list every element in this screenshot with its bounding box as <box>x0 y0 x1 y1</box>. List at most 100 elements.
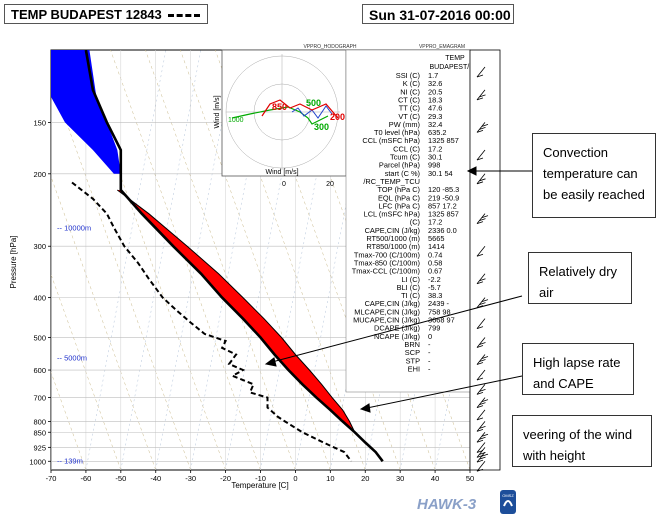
index-label: start (C %) <box>385 169 420 178</box>
index-value: - <box>428 340 431 349</box>
wind-barb-staff <box>476 173 486 185</box>
index-label: MUCAPE,CIN (J/kg) <box>353 316 420 325</box>
x-tick-label: 40 <box>431 474 439 483</box>
x-tick-label: 10 <box>326 474 334 483</box>
dry-adiabat-line <box>51 469 52 470</box>
index-label: Tmax-850 (C/100m) <box>354 258 420 267</box>
wind-barb-staff <box>476 66 486 78</box>
index-label: Parcel (hPa) <box>379 161 420 170</box>
wind-barb-staff <box>476 421 486 432</box>
dry-adiabat-line <box>75 50 226 470</box>
x-tick-label: 20 <box>361 474 369 483</box>
index-value: 0 <box>428 332 432 341</box>
logo-text: HAWK-3 <box>417 496 477 513</box>
index-label: (C) <box>410 218 420 227</box>
hodograph-axis-label-vertical: Wind [m/s] <box>214 95 221 128</box>
x-tick-label: -40 <box>150 474 161 483</box>
wind-barbs-column <box>469 49 501 472</box>
wind-barb <box>476 273 486 285</box>
index-value: 0.74 <box>428 250 442 259</box>
wind-barb-flag <box>479 436 486 440</box>
index-label: Tmax-CCL (C/100m) <box>352 267 420 276</box>
index-label: T0 level (hPa) <box>374 128 420 137</box>
index-label: K (C) <box>403 79 420 88</box>
wind-barb <box>476 149 486 161</box>
index-value: 20.5 <box>428 87 442 96</box>
hodograph-trace-green <box>231 106 329 125</box>
index-label: DCAPE (J/kg) <box>374 324 420 333</box>
index-value: 120 -85.3 <box>428 185 459 194</box>
wind-barb-flag <box>476 439 484 443</box>
wind-barb-flag <box>481 356 489 359</box>
wind-barb-flag <box>479 402 486 405</box>
index-value: 17.2 <box>428 218 442 227</box>
wind-barb-flag <box>476 326 484 330</box>
wind-barb-flag <box>481 399 489 402</box>
wind-barb-flag <box>476 221 484 225</box>
hodograph-axis-label: Wind [m/s] <box>265 169 298 176</box>
height-label: -- 10000m <box>57 223 91 232</box>
index-value: 32.4 <box>428 120 442 129</box>
wind-barb-staff <box>476 245 486 257</box>
wind-barb-flag <box>476 130 484 133</box>
callout-dry-air-text: Relatively dry air <box>539 264 618 300</box>
emagram-tag: VPPRO_EMAGRAM <box>419 44 465 50</box>
wind-barb-flag <box>479 302 486 305</box>
index-value: 2336 0.0 <box>428 226 457 235</box>
index-label: CT (C) <box>398 95 420 104</box>
wind-barb-flag <box>476 157 484 161</box>
x-tick-label: -50 <box>115 474 126 483</box>
index-value: 29.3 <box>428 112 442 121</box>
y-tick-label: 200 <box>33 170 46 179</box>
index-value: 1414 <box>428 242 444 251</box>
wind-barb-staff <box>476 432 486 443</box>
mixing-ratio-line <box>85 50 167 470</box>
chart-axes: Pressure [hPa] Temperature [C] -70 -60 -50… <box>9 118 474 490</box>
wind-barb-flag <box>476 391 484 395</box>
wind-barb <box>476 318 486 330</box>
x-axis-label: Temperature [C] <box>231 481 288 490</box>
wind-barb-staff <box>476 461 486 472</box>
wind-barb-flag <box>476 362 484 365</box>
wind-barb-flag <box>476 405 484 408</box>
mixing-ratio-line <box>434 285 470 470</box>
index-value: 799 <box>428 324 440 333</box>
index-label: EQL (hPa C) <box>378 193 420 202</box>
wind-barb <box>476 66 486 78</box>
y-tick-label: 600 <box>33 366 46 375</box>
wind-barb-flag <box>481 433 489 437</box>
callout-veering: veering of the wind with height <box>512 415 652 467</box>
wind-barb-flag <box>476 281 484 285</box>
index-value: 2439 - <box>428 299 449 308</box>
callout-veering-text: veering of the wind with height <box>523 427 633 463</box>
index-label: STP <box>406 356 420 365</box>
hodograph-tag: VPPRO_HODOGRAPH <box>303 44 356 50</box>
wind-barb <box>476 89 486 101</box>
wind-barb-flag <box>476 429 484 432</box>
wind-barb-staff <box>476 384 486 395</box>
mixing-ratio-line <box>120 50 202 470</box>
index-value: 758 98 <box>428 307 451 316</box>
index-value: - <box>428 364 431 373</box>
sounding-datetime: Sun 31-07-2016 00:00 <box>362 4 514 24</box>
index-value: 30.1 <box>428 153 442 162</box>
index-label: /RC_TEMP_TCU <box>363 177 420 186</box>
wind-barb-flag <box>479 456 486 460</box>
dry-adiabat-line <box>180 50 331 470</box>
index-value: 998 <box>428 161 440 170</box>
wind-barb-flag <box>476 345 484 348</box>
annotation-arrows <box>264 166 532 413</box>
dashed-legend-swatch <box>167 14 200 18</box>
wind-barb <box>476 354 489 365</box>
dry-adiabat-line <box>51 175 156 470</box>
parcel-path-line <box>116 189 356 434</box>
y-tick-label: 300 <box>33 242 46 251</box>
hodo-tick-0: 0 <box>282 181 286 188</box>
wind-barb-flag <box>476 459 484 463</box>
wind-barb-flag <box>476 74 484 78</box>
y-tick-label: 850 <box>33 428 46 437</box>
profile-lines <box>71 50 384 463</box>
hodo-label-500: 500 <box>306 98 321 108</box>
wind-barb <box>476 369 486 381</box>
wind-barb <box>476 451 489 463</box>
